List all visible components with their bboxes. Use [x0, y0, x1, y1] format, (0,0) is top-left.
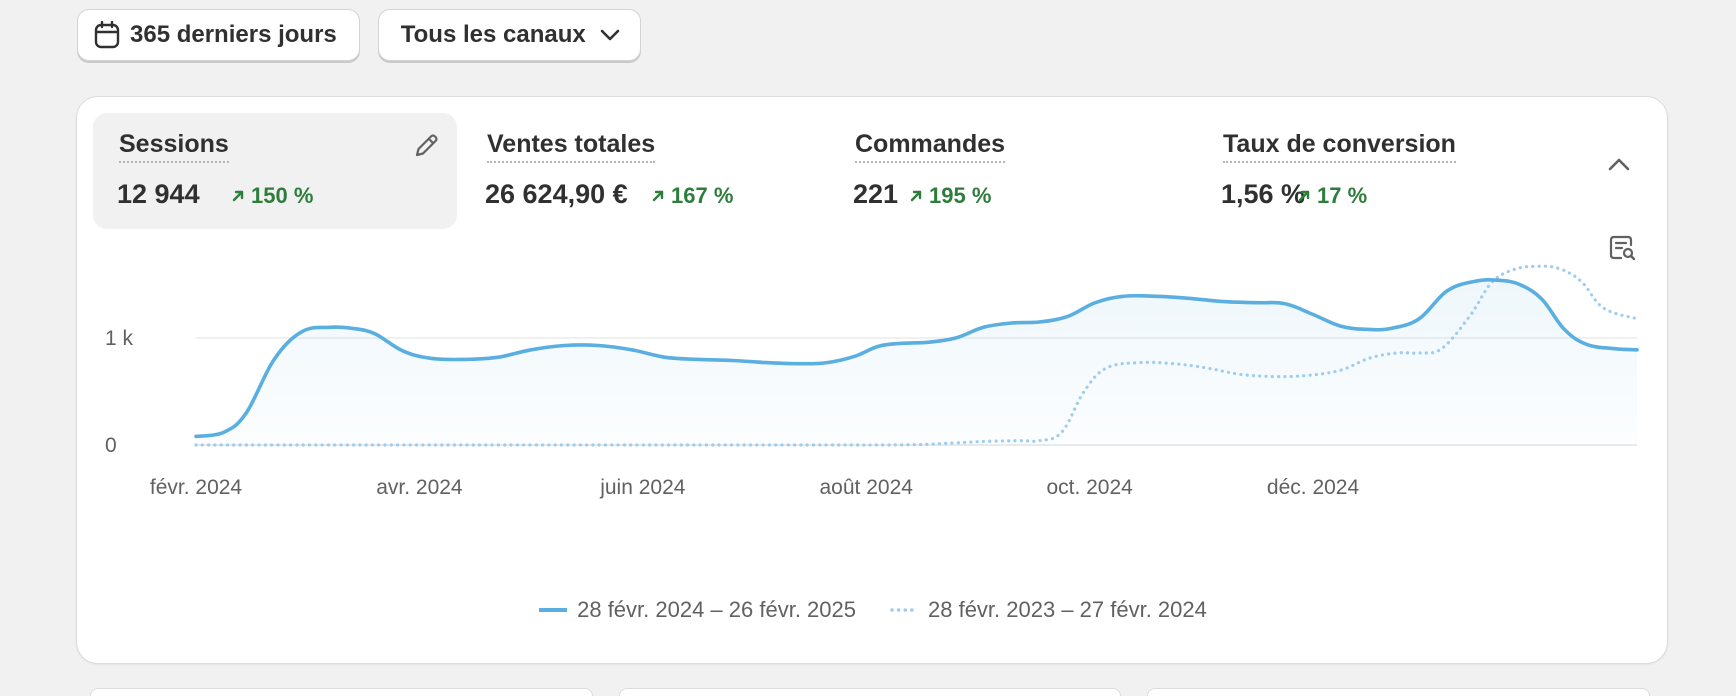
series-line-previous — [194, 264, 1639, 447]
metric-value: 12 944 — [117, 179, 200, 209]
next-cards-edge — [90, 688, 1651, 696]
metric-tab-orders[interactable]: Commandes 221 195 % — [829, 113, 1193, 229]
x-tick-label: avr. 2024 — [376, 476, 463, 499]
y-tick-label: 1 k — [105, 327, 134, 350]
channel-label: Tous les canaux — [400, 21, 586, 48]
metric-tab-sessions[interactable]: Sessions 12 944 150 % — [93, 113, 457, 229]
legend-item-previous: 28 févr. 2023 – 27 févr. 2024 — [890, 597, 1207, 623]
metric-change-value: 17 % — [1317, 183, 1368, 208]
card-edge — [618, 688, 1122, 696]
card-edge — [1147, 688, 1651, 696]
analytics-card: Sessions 12 944 150 % Ventes totales 26 … — [76, 96, 1668, 664]
metric-change-value: 195 % — [929, 183, 992, 208]
arrow-up-right-icon — [910, 190, 922, 202]
metric-change: 195 % — [909, 181, 991, 211]
metric-value: 1,56 % — [1221, 179, 1306, 209]
calendar-icon — [94, 21, 120, 49]
series-area-current — [196, 279, 1637, 445]
date-range-button[interactable]: 365 derniers jours — [77, 9, 360, 61]
legend-solid-swatch — [539, 608, 568, 612]
metric-label[interactable]: Commandes — [855, 129, 1006, 163]
legend-dotted-swatch — [890, 608, 918, 612]
metric-label[interactable]: Taux de conversion — [1223, 129, 1456, 163]
metric-label[interactable]: Sessions — [119, 129, 229, 163]
metric-tab-total-sales[interactable]: Ventes totales 26 624,90 € 167 % — [461, 113, 825, 229]
legend-label: 28 févr. 2023 – 27 févr. 2024 — [928, 597, 1207, 622]
x-tick-label: août 2024 — [820, 476, 914, 499]
x-tick-label: déc. 2024 — [1267, 476, 1360, 499]
metric-label[interactable]: Ventes totales — [487, 129, 656, 163]
date-range-label: 365 derniers jours — [130, 21, 337, 48]
metric-value: 221 — [853, 179, 899, 209]
metric-change: 167 % — [651, 181, 733, 211]
arrow-up-right-icon — [1298, 190, 1310, 202]
metric-change-value: 167 % — [671, 183, 734, 208]
chevron-up-icon[interactable] — [1607, 157, 1631, 176]
pencil-icon[interactable] — [411, 131, 441, 166]
metric-value: 26 624,90 € — [485, 179, 628, 209]
series-line-current — [194, 277, 1639, 439]
x-tick-label: oct. 2024 — [1046, 476, 1133, 499]
metric-tab-conversion-rate[interactable]: Taux de conversion 1,56 % 17 % — [1197, 113, 1561, 229]
legend-label: 28 févr. 2024 – 26 févr. 2025 — [577, 597, 856, 622]
metric-change: 17 % — [1297, 181, 1367, 211]
metric-change: 150 % — [231, 181, 313, 211]
arrow-up-right-icon — [652, 190, 664, 202]
legend-item-current: 28 févr. 2024 – 26 févr. 2025 — [539, 597, 856, 623]
channel-select-button[interactable]: Tous les canaux — [377, 9, 641, 61]
x-tick-label: juin 2024 — [599, 476, 686, 499]
filter-toolbar: 365 derniers jours Tous les canaux — [77, 9, 641, 61]
report-search-icon[interactable] — [1607, 233, 1637, 268]
card-edge — [90, 688, 593, 696]
chevron-down-icon — [600, 29, 620, 41]
y-tick-label: 0 — [105, 434, 117, 457]
chart-legend: 28 févr. 2024 – 26 févr. 2025 28 févr. 2… — [77, 597, 1669, 623]
metric-change-value: 150 % — [251, 183, 314, 208]
arrow-up-right-icon — [232, 190, 244, 202]
x-tick-label: févr. 2024 — [150, 476, 243, 499]
